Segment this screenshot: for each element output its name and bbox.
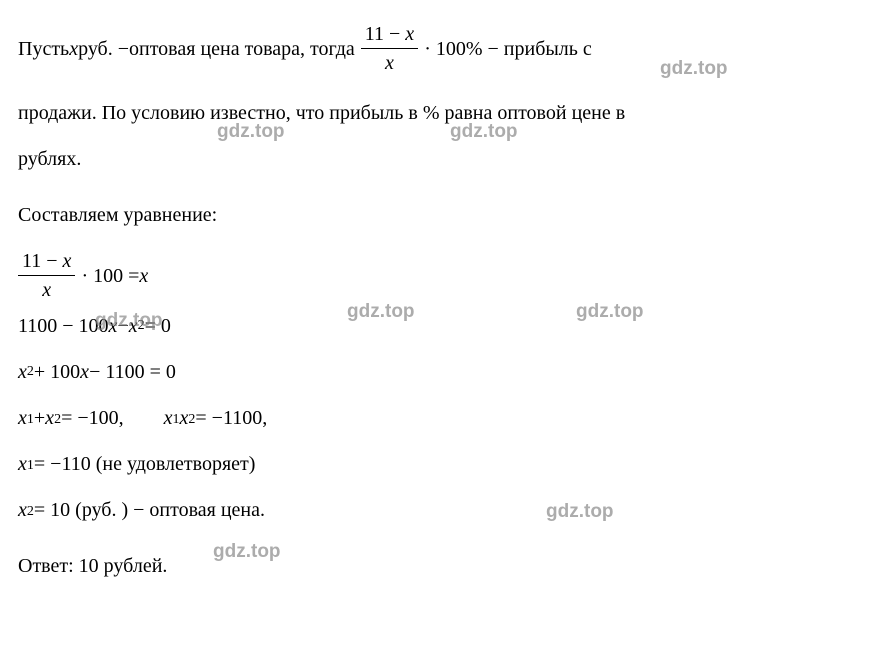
paragraph-line-1: Пусть x руб. −оптовая цена товара, тогда…: [18, 20, 857, 77]
variable-x: x: [164, 404, 173, 432]
text: = −110 (не удовлетворяет): [34, 450, 256, 478]
equation-6: x2 = 10 (руб. ) − оптовая цена.: [18, 496, 857, 524]
fraction-2: 11 − x x: [18, 247, 75, 304]
variable-x: x: [109, 312, 118, 340]
paragraph-line-2: продажи. По условию известно, что прибыл…: [18, 99, 857, 127]
answer-line: Ответ: 10 рублей.: [18, 552, 857, 580]
text: руб. −оптовая цена товара, тогда: [78, 35, 355, 63]
variable-x: x: [18, 496, 27, 524]
equation-1: 11 − x x · 100 = x: [18, 247, 857, 304]
text: Пусть: [18, 35, 69, 63]
denominator: x: [38, 276, 55, 304]
variable-x: x: [139, 262, 148, 290]
text: 1100 − 100: [18, 312, 109, 340]
subscript: 2: [188, 410, 195, 430]
paragraph-line-3: рублях.: [18, 145, 857, 173]
subscript: 1: [27, 456, 34, 476]
text: 11 −: [22, 250, 63, 272]
variable-x: x: [18, 404, 27, 432]
gap: [124, 404, 164, 432]
text: продажи. По условию известно, что прибыл…: [18, 99, 625, 127]
text: = 0: [145, 312, 171, 340]
numerator: 11 − x: [18, 247, 75, 276]
text: · 100% − прибыль с: [424, 35, 592, 63]
text: = 10 (руб. ) − оптовая цена.: [34, 496, 265, 524]
variable-x: x: [80, 358, 89, 386]
variable-x: x: [18, 450, 27, 478]
text: −: [117, 312, 128, 340]
text: = −1100,: [195, 404, 267, 432]
variable-x: x: [18, 358, 27, 386]
text: + 100: [34, 358, 80, 386]
variable-x: x: [405, 23, 414, 45]
text: · 100 =: [81, 262, 139, 290]
equation-3: x2 + 100x − 1100 = 0: [18, 358, 857, 386]
subscript: 1: [27, 410, 34, 430]
variable-x: x: [129, 312, 138, 340]
equation-4: x1 + x2 = −100, x1x2 = −1100,: [18, 404, 857, 432]
equation-2: 1100 − 100x − x2 = 0: [18, 312, 857, 340]
subscript: 2: [27, 502, 34, 522]
subscript: 2: [54, 410, 61, 430]
text: 11 −: [365, 23, 406, 45]
variable-x: x: [180, 404, 189, 432]
text: Ответ: 10 рублей.: [18, 552, 167, 580]
subscript: 1: [173, 410, 180, 430]
superscript: 2: [27, 362, 34, 382]
variable-x: x: [63, 250, 72, 272]
equation-5: x1 = −110 (не удовлетворяет): [18, 450, 857, 478]
numerator: 11 − x: [361, 20, 418, 49]
paragraph-line-4: Составляем уравнение:: [18, 201, 857, 229]
superscript: 2: [138, 316, 145, 336]
variable-x: x: [69, 35, 78, 63]
fraction-1: 11 − x x: [361, 20, 418, 77]
text: рублях.: [18, 145, 81, 173]
text: +: [34, 404, 45, 432]
text: − 1100 = 0: [89, 358, 176, 386]
denominator: x: [381, 49, 398, 77]
text: = −100,: [61, 404, 124, 432]
variable-x: x: [45, 404, 54, 432]
text: Составляем уравнение:: [18, 201, 217, 229]
